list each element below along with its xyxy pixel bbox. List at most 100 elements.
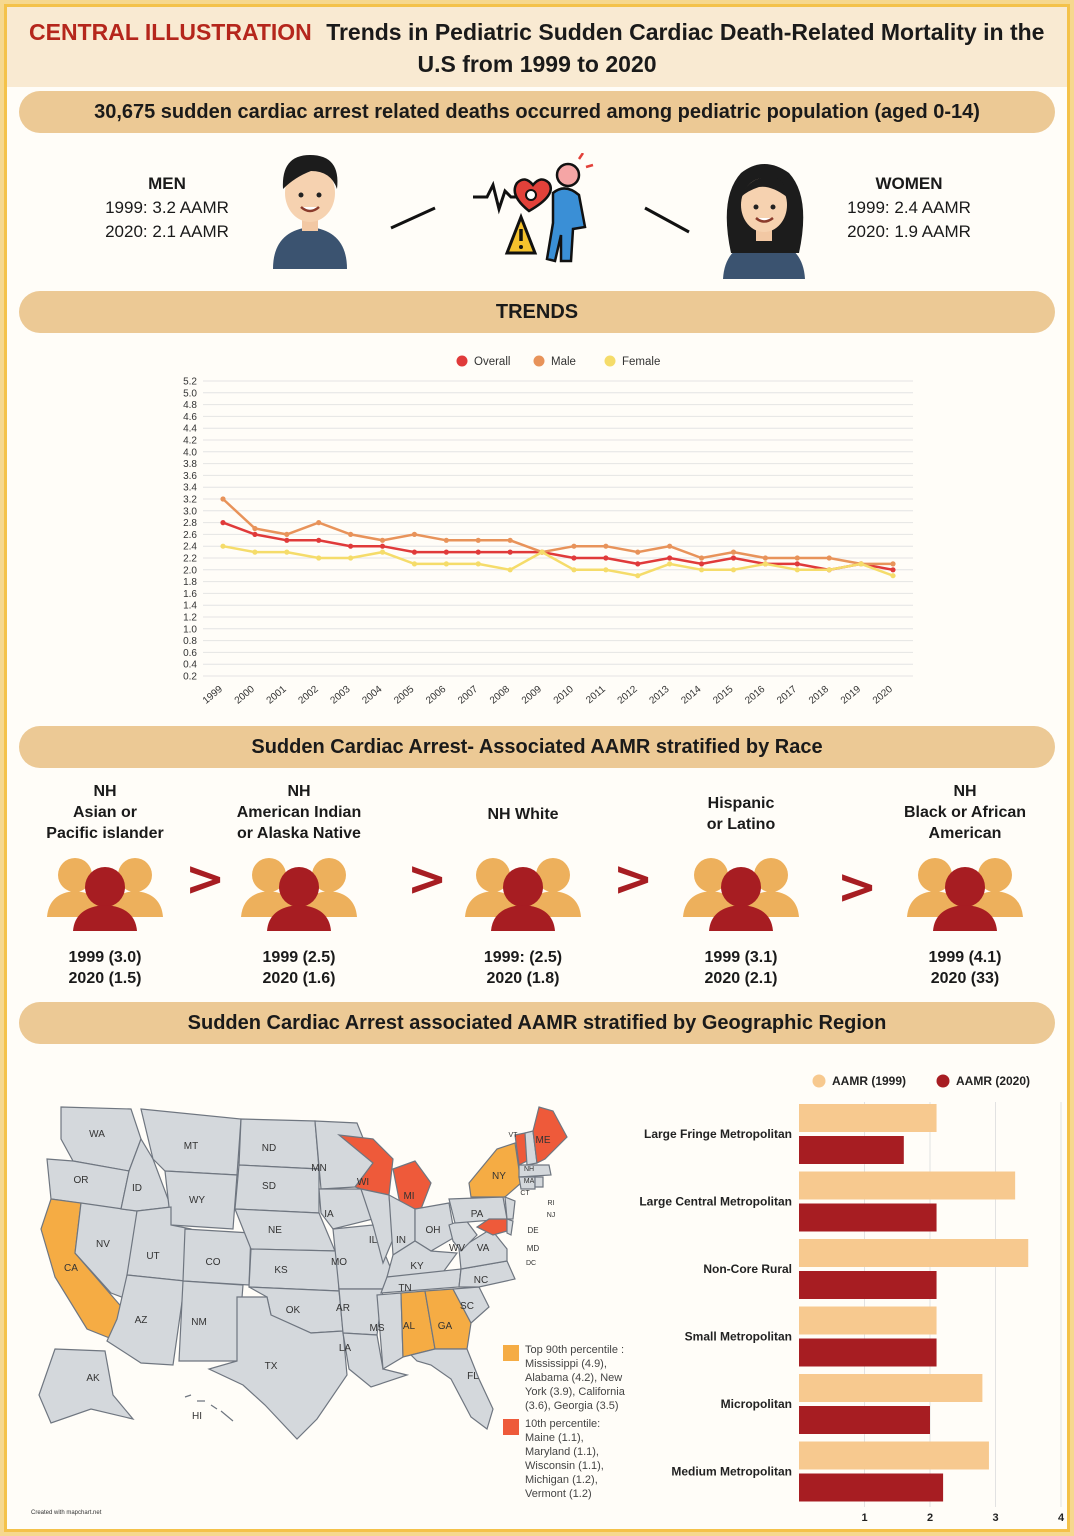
header: CENTRAL ILLUSTRATION Trends in Pediatric… xyxy=(7,7,1067,87)
x-tick-label: 2011 xyxy=(584,684,608,707)
men-2020: 2020: 2.1 AAMR xyxy=(105,222,229,241)
legend-line: York (3.9), California xyxy=(525,1386,625,1398)
legend-marker xyxy=(456,355,468,367)
state-ct xyxy=(518,1176,536,1190)
map-credit: Created with mapchart.net xyxy=(31,1510,102,1516)
geo-banner: Sudden Cardiac Arrest associated AAMR st… xyxy=(19,1002,1055,1044)
state-label: TX xyxy=(265,1361,278,1372)
data-point xyxy=(379,537,386,543)
race-value-1999: 1999 (4.1) xyxy=(928,949,1002,966)
x-tick-label: 3 xyxy=(992,1512,998,1524)
trends-banner: TRENDS xyxy=(19,291,1055,333)
series-line-female xyxy=(222,544,894,577)
data-point xyxy=(443,537,449,543)
data-point xyxy=(571,543,577,549)
data-point xyxy=(316,520,322,526)
race-value-1999: 1999: (2.5) xyxy=(483,949,563,966)
state-labels: WA OR CA NV ID MT WY UT AZ CO NM ND SD N… xyxy=(64,1129,555,1422)
race-group-name: Asian or xyxy=(72,804,137,821)
legend-label: AAMR (2020) xyxy=(956,1074,1030,1088)
bar-2020 xyxy=(799,1136,904,1164)
data-point xyxy=(890,561,896,567)
race-group-name: Black or African xyxy=(903,804,1027,821)
y-tick-label: 0.6 xyxy=(183,648,197,659)
person-back-right xyxy=(978,858,1012,892)
data-point xyxy=(443,561,449,567)
y-tick-label: 4.6 xyxy=(183,412,197,423)
y-tick-label: 0.2 xyxy=(183,672,197,683)
person-front-head xyxy=(279,867,319,907)
data-point xyxy=(635,561,641,567)
race-value-2020: 2020 (2.1) xyxy=(704,970,778,987)
state-label: DE xyxy=(527,1226,538,1235)
data-point xyxy=(411,531,418,537)
person-back-right xyxy=(754,858,788,892)
data-point xyxy=(571,567,577,573)
left-connector xyxy=(390,206,436,230)
data-point xyxy=(284,549,290,555)
central-illustration-label: CENTRAL ILLUSTRATION xyxy=(29,19,312,45)
state-va xyxy=(458,1228,508,1270)
race-value-1999: 1999 (3.1) xyxy=(704,949,778,966)
greater-than-icon: > xyxy=(613,851,654,907)
state-label: KS xyxy=(274,1265,288,1276)
y-tick-label: 4.0 xyxy=(183,447,197,458)
title-text: Trends in Pediatric Sudden Cardiac Death… xyxy=(326,19,1045,45)
race-value-2020: 2020 (33) xyxy=(930,970,1000,987)
state-il xyxy=(360,1188,394,1265)
x-tick-label: 2016 xyxy=(743,684,767,707)
legend-line: Michigan (1.2), xyxy=(525,1474,598,1486)
legend-marker xyxy=(812,1074,826,1088)
race-group-name: NH White xyxy=(487,806,559,823)
x-tick-label: 2012 xyxy=(616,684,640,707)
y-tick-label: 2.6 xyxy=(183,530,197,541)
bar-2020 xyxy=(799,1203,937,1232)
y-tick-label: 0.8 xyxy=(183,636,197,647)
x-tick-label: 2006 xyxy=(424,684,448,707)
state-label: AZ xyxy=(135,1315,148,1326)
state-label: MI xyxy=(403,1191,414,1202)
data-point xyxy=(667,543,673,549)
data-point xyxy=(858,561,864,567)
state-label: NM xyxy=(191,1317,207,1328)
x-tick-label: 2002 xyxy=(297,684,321,707)
bar-1999 xyxy=(799,1441,989,1470)
people-group-icon xyxy=(683,858,799,931)
state-sc xyxy=(452,1286,490,1324)
bar-2020 xyxy=(799,1473,944,1502)
state-hi xyxy=(184,1394,234,1422)
state-label: IN xyxy=(396,1235,406,1246)
state-label: NV xyxy=(96,1239,110,1250)
legend-line: 10th percentile: xyxy=(525,1418,601,1430)
state-md xyxy=(475,1218,508,1236)
series-line-overall xyxy=(222,521,894,572)
category-label: Small Metropolitan xyxy=(685,1330,792,1344)
data-point xyxy=(826,555,832,561)
data-point xyxy=(698,555,705,561)
state-label: MT xyxy=(184,1141,198,1152)
y-tick-label: 4.4 xyxy=(183,424,197,435)
x-tick-label: 2007 xyxy=(456,684,480,707)
y-tick-label: 4.2 xyxy=(183,436,197,447)
state-ia xyxy=(318,1188,374,1230)
data-point xyxy=(603,543,609,549)
state-label: MO xyxy=(331,1257,347,1268)
legend-label: AAMR (1999) xyxy=(832,1074,906,1088)
bar-1999 xyxy=(799,1171,1016,1200)
race-group-name: NH xyxy=(953,783,977,800)
y-tick-label: 3.4 xyxy=(183,483,197,494)
race-value-2020: 2020 (1.5) xyxy=(68,970,142,987)
state-label: WY xyxy=(189,1195,205,1206)
y-tick-label: 5.0 xyxy=(183,388,197,399)
state-ny xyxy=(468,1142,522,1198)
person-back-left xyxy=(694,858,728,892)
state-la xyxy=(342,1332,410,1388)
cardiac-arrest-icon xyxy=(473,153,594,263)
greater-than-icon: > xyxy=(185,851,226,907)
bar-2020 xyxy=(799,1406,930,1434)
x-tick-label: 2013 xyxy=(647,684,671,707)
data-point xyxy=(507,567,513,573)
bar-1999 xyxy=(799,1104,937,1132)
y-tick-label: 1.8 xyxy=(183,577,197,588)
race-group-name: or Alaska Native xyxy=(237,825,361,842)
